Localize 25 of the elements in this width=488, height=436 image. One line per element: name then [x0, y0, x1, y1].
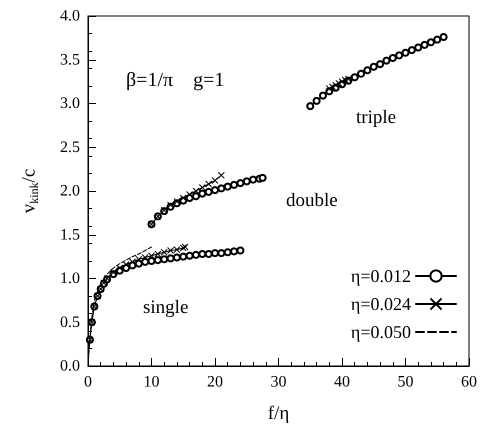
y-axis-title: vkink/c	[18, 168, 41, 214]
x-tick-label: 40	[334, 374, 350, 390]
x-tick-label: 10	[144, 374, 160, 390]
x-tick-label: 0	[84, 374, 92, 390]
y-tick-label: 2.5	[60, 138, 80, 156]
y-tick-label: 0.5	[60, 314, 80, 331]
legend-label: η=0.012	[350, 266, 411, 286]
y-tick-label: 3.0	[60, 95, 80, 112]
x-tick-label: 60	[461, 374, 477, 390]
annotation: single	[143, 297, 188, 318]
legend-label: η=0.024	[350, 294, 411, 314]
legend-label: η=0.050	[350, 322, 411, 342]
y-tick-label: 2.0	[60, 182, 80, 200]
y-tick-label: 4.0	[60, 8, 80, 24]
y-tick-label: 1.0	[60, 270, 80, 287]
y-tick-label: 1.5	[60, 226, 80, 244]
y-tick-label: 3.5	[60, 51, 80, 68]
x-tick-label: 50	[398, 374, 414, 390]
x-tick-label: 20	[207, 374, 223, 390]
x-tick-label: 30	[270, 374, 286, 390]
x-axis-title: f/η	[268, 403, 290, 424]
annotation: triple	[356, 107, 396, 128]
annotation: double	[286, 190, 338, 211]
y-tick-label: 0.0	[60, 358, 80, 374]
annotation: β=1/π g=1	[126, 69, 224, 91]
